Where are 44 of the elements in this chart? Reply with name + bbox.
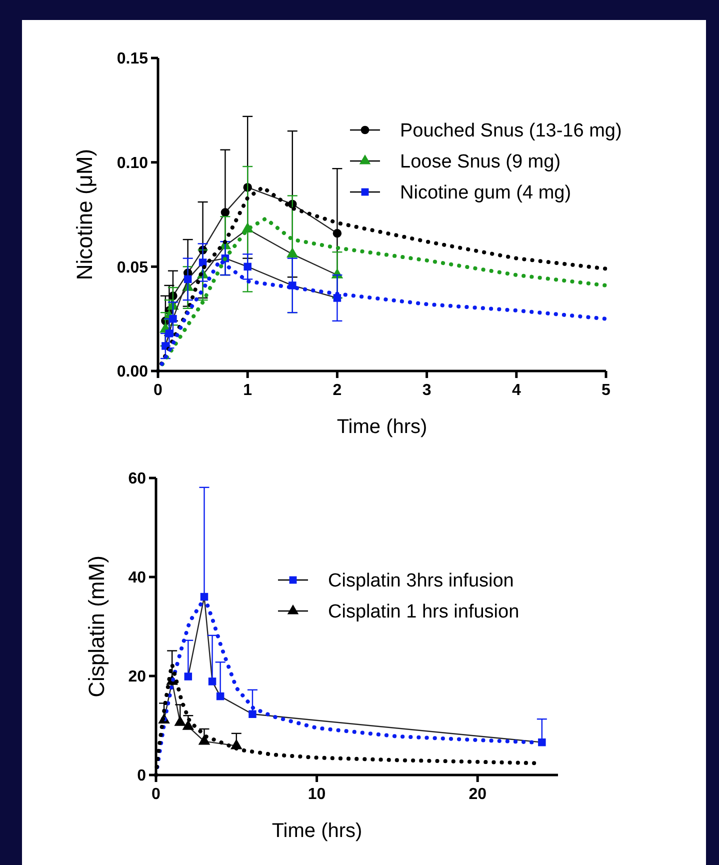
point [220, 208, 230, 217]
y-axis-title: Cisplatin (mM) [84, 556, 109, 698]
point [184, 275, 192, 284]
y-tick-label: 20 [128, 668, 146, 686]
point [332, 228, 342, 238]
x-tick-label: 2 [332, 382, 342, 399]
legend-label: Pouched Snus (13-16 mg) [400, 120, 622, 142]
point [165, 330, 174, 338]
x-tick-label: 10 [308, 786, 326, 803]
point [208, 678, 216, 686]
x-axis-title: Time (hrs) [336, 416, 428, 438]
point [198, 258, 207, 266]
point [184, 672, 192, 680]
legend-label: Loose Snus (9 mg) [400, 152, 561, 173]
x-tick-label: 3 [422, 382, 432, 399]
point [248, 710, 256, 718]
x-axis-title: Time (hrs) [272, 820, 362, 842]
legend-label: Cisplatin 3hrs infusion [328, 570, 514, 592]
point [198, 734, 210, 745]
y-tick-label: 0.00 [116, 364, 148, 381]
y-tick-label: 0 [137, 768, 146, 785]
x-tick-label: 5 [602, 382, 611, 399]
point [538, 738, 546, 746]
x-tick-label: 20 [468, 786, 487, 803]
point [244, 262, 252, 271]
x-tick-label: 0 [154, 382, 163, 399]
y-tick-label: 0.15 [116, 50, 148, 68]
y-tick-label: 60 [128, 470, 146, 488]
x-tick-label: 1 [243, 382, 252, 399]
point [333, 294, 342, 302]
x-tick-label: 0 [152, 786, 161, 803]
point [162, 342, 170, 350]
x-tick-label: 4 [512, 382, 521, 399]
point [182, 720, 194, 730]
y-tick-label: 0.05 [116, 259, 148, 276]
y-tick-label: 0.10 [116, 154, 148, 172]
legend-label: Nicotine gum (4 mg) [400, 182, 572, 204]
point [169, 314, 177, 323]
point [286, 247, 298, 258]
y-axis-title: Nicotine (μM) [72, 148, 97, 280]
point [174, 716, 186, 726]
y-tick-label: 40 [128, 570, 146, 587]
legend-label: Cisplatin 1 hrs infusion [328, 602, 520, 623]
point [216, 692, 224, 700]
